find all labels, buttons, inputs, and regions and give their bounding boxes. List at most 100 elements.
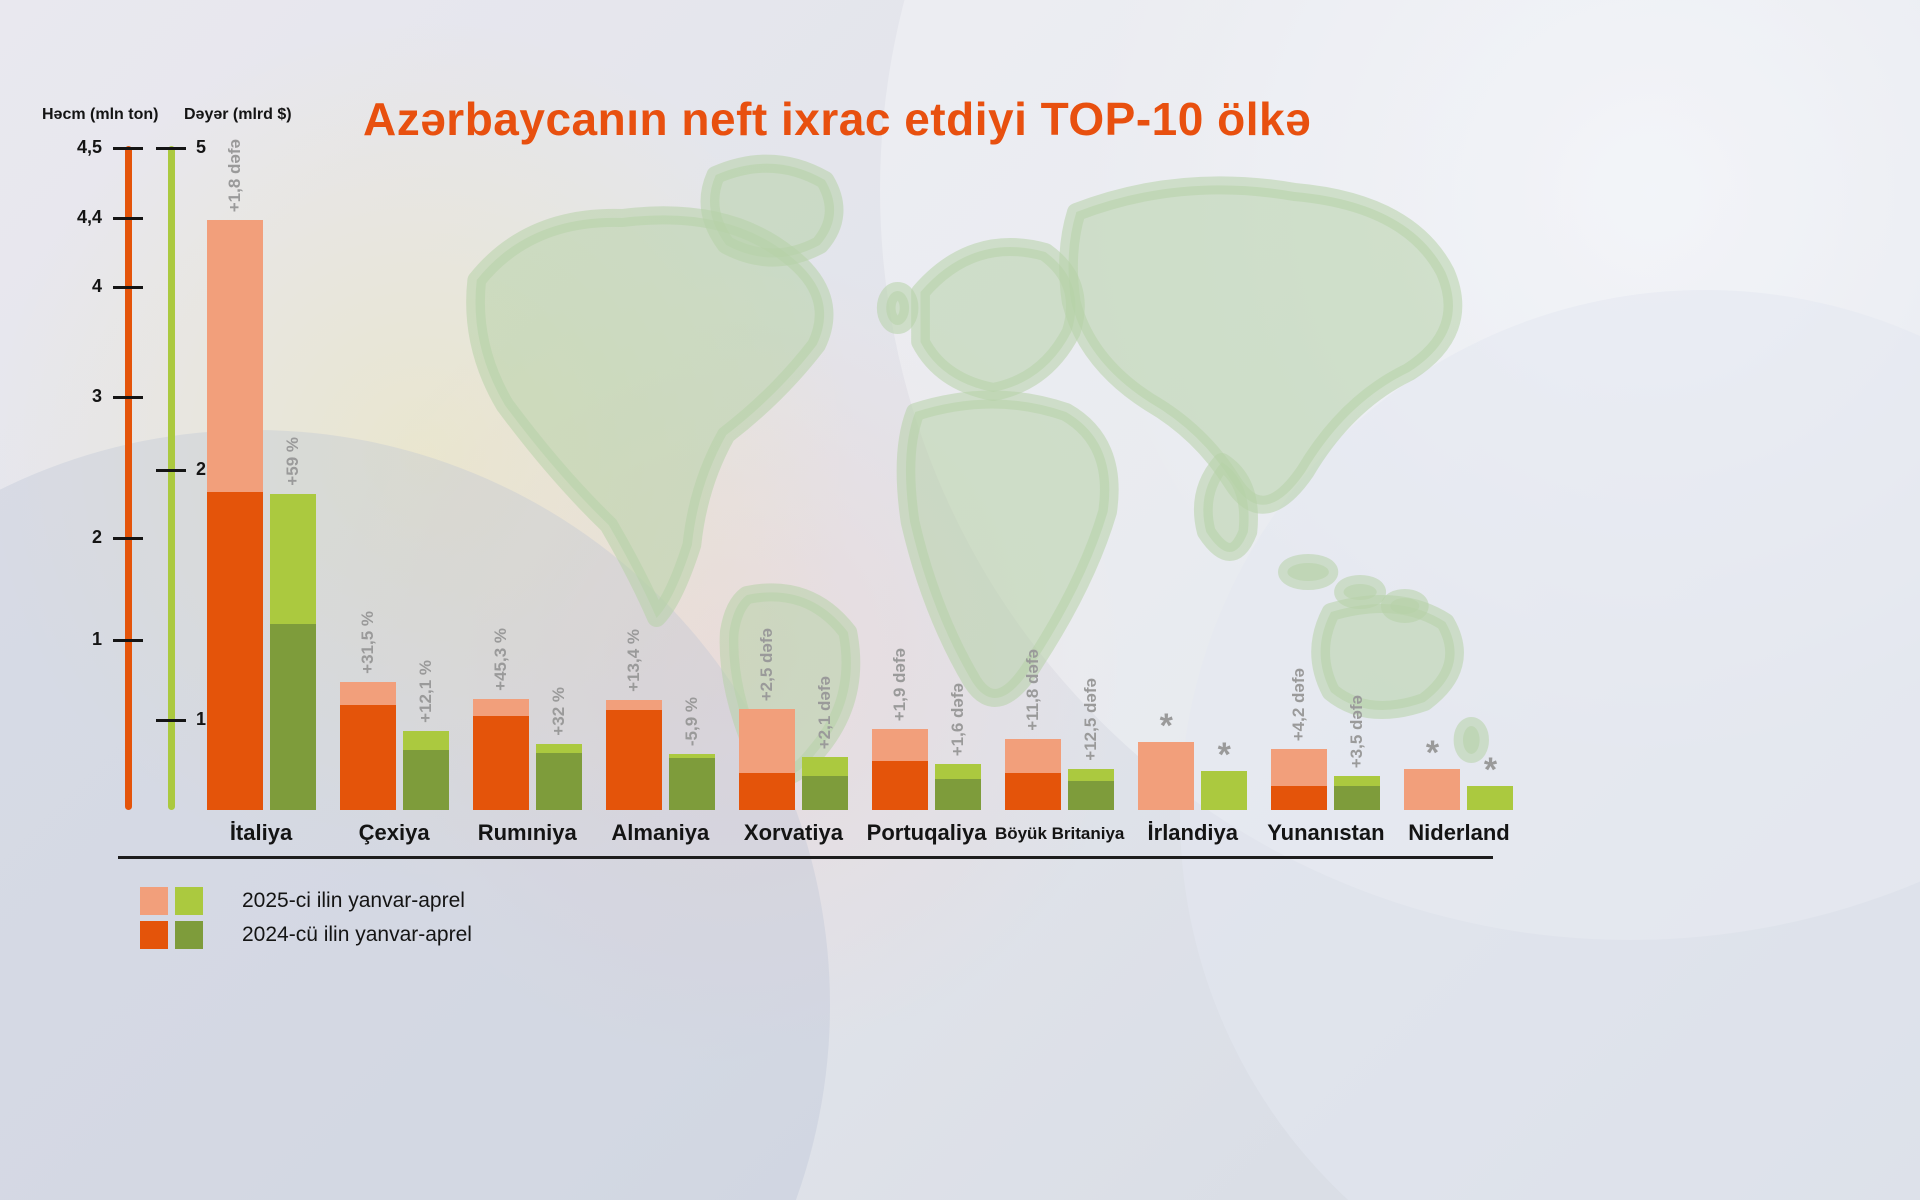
country-label: İtaliya [229,820,293,845]
volume-bar-2025: +45,3 % [472,628,529,810]
vol-axis-tick-label: 4,4 [76,207,102,227]
volume-change-annotation: +1,9 dəfə [890,647,910,721]
value-axis-label: Dəyər (mlrd $) [184,106,292,123]
country-label: Niderland [1408,820,1510,845]
volume-change-annotation: +1,8 dəfə [224,138,244,212]
country-group-yunanistan: +4,2 dəfə +3,5 dəfə Yunanıstan [1267,668,1384,845]
vol-axis-tick [113,286,143,289]
value-bar-2024 [1068,781,1115,810]
country-label: Xorvatiya [743,820,843,845]
country-group-portuqaliya: +1,9 dəfə +1,6 dəfə Portuqaliya [867,648,987,845]
country-label: Rumıniya [477,820,577,845]
volume-bar-2025: +13,4 % [605,629,662,810]
value-change-annotation: +12,5 dəfə [1081,678,1101,761]
value-axis-line [168,146,175,810]
value-bar-2025: +12,1 % [402,660,449,810]
volume-change-annotation: +13,4 % [623,629,643,692]
volume-change-annotation: +2,5 dəfə [756,627,776,701]
country-group-ruminiya: +45,3 % +32 % Rumıniya [471,628,583,845]
volume-bar-2024 [738,773,795,810]
value-bar-2024 [1334,786,1381,810]
val-axis-tick [156,469,186,472]
value-bar-2024 [801,776,848,810]
country-label: İrlandiya [1147,820,1239,845]
value-change-annotation: * [1217,736,1231,774]
volume-bar-2025: +1,9 dəfə [872,648,929,810]
legend-swatch [140,886,168,915]
country-group-boyuk-britaniya: +11,8 dəfə +12,5 dəfə Böyük Britaniya [995,649,1124,843]
volume-bar-2025: +1,8 dəfə [206,139,263,810]
value-change-annotation: -5,9 % [681,696,701,746]
legend-swatch [175,886,203,915]
volume-change-annotation: +45,3 % [490,628,510,691]
volume-bar-2025: +4,2 dəfə [1271,668,1328,810]
volume-bar-2025: +31,5 % [339,611,396,810]
vol-axis-tick [113,396,143,399]
country-group-irlandiya: * * İrlandiya [1137,707,1249,845]
value-bar-2024 [935,779,982,810]
volume-bar-2024 [1005,773,1062,810]
vol-axis-tick-label: 4 [91,276,102,296]
bars-area: +1,8 dəfə +59 % İtaliya +31,5 % +12,1 % Çexiy… [205,139,1515,845]
value-bar-2024 [535,753,582,810]
volume-bar-2024 [1271,786,1328,810]
volume-change-annotation: +31,5 % [357,611,377,674]
volume-bar-2024 [472,716,529,810]
value-bar-2025: -5,9 % [668,697,715,810]
vol-axis-tick [113,639,143,642]
legend-row: 2025-ci ilin yanvar-aprel [140,886,472,915]
volume-bar-2025: * [1138,707,1195,810]
vol-axis-tick [113,147,143,150]
baseline-rule [118,856,1493,859]
country-label: Çexiya [358,820,430,845]
volume-axis-label: Həcm (mln ton) [42,106,159,123]
value-change-annotation: +3,5 dəfə [1347,694,1367,768]
vol-axis-tick [113,217,143,220]
volume-change-annotation: +11,8 dəfə [1023,649,1043,731]
country-label: Portuqaliya [866,820,987,845]
val-axis-tick-label: 1 [196,709,207,729]
val-axis-tick [156,147,186,150]
volume-bar-2024 [872,761,929,810]
volume-change-annotation: * [1159,707,1173,745]
value-bar-2025: +2,1 dəfə [801,676,848,810]
legend-label: 2025-ci ilin yanvar-aprel [242,888,465,912]
value-change-annotation: +2,1 dəfə [814,675,834,749]
world-map-background [466,154,1489,786]
value-bar-2025: +32 % [535,687,582,810]
volume-change-annotation: * [1425,734,1440,772]
value-change-annotation: +12,1 % [415,660,435,723]
volume-bar-2025: +2,5 dəfə [738,628,795,810]
value-bar-2025: +3,5 dəfə [1334,695,1381,810]
chart-title: Azərbaycanın neft ixrac etdiyi TOP-10 öl… [363,93,1312,145]
value-bar-2025: +12,5 dəfə [1068,678,1115,810]
legend: 2025-ci ilin yanvar-aprel 2024-cü ilin ya… [140,886,472,949]
country-group-cexiya: +31,5 % +12,1 % Çexiya [338,611,450,845]
volume-bar-2025: * [1404,734,1461,810]
value-bar-2025: * [1467,751,1514,810]
volume-bar-2025: +11,8 dəfə [1005,649,1062,810]
country-group-italiya: +1,8 dəfə +59 % İtaliya [205,139,317,845]
legend-swatch [175,920,203,949]
country-group-xorvatiya: +2,5 dəfə +2,1 dəfə Xorvatiya [737,628,849,845]
country-group-niderland: * * Niderland [1403,734,1515,845]
vol-axis-tick-label: 1 [91,629,102,649]
country-label: Böyük Britaniya [994,824,1125,843]
val-axis-tick [156,719,186,722]
country-group-almaniya: +13,4 % -5,9 % Almaniya [604,629,716,845]
value-bar-2025: +59 % [269,437,316,810]
country-label: Yunanıstan [1267,820,1385,845]
value-change-annotation: +59 % [282,437,302,486]
country-label: Almaniya [611,820,710,845]
vol-axis-tick-label: 4,5 [76,137,102,157]
volume-axis-line [125,146,132,810]
volume-bar-2024 [206,492,263,810]
value-bar-2024 [668,758,715,810]
legend-label: 2024-cü ilin yanvar-aprel [242,922,472,946]
volume-bar-2024 [605,710,662,810]
value-bar-2025: +1,6 dəfə [935,683,982,810]
value-bar-2025: * [1201,736,1248,810]
value-bar-2024 [402,750,449,810]
val-axis-tick-label: 5 [196,137,207,157]
